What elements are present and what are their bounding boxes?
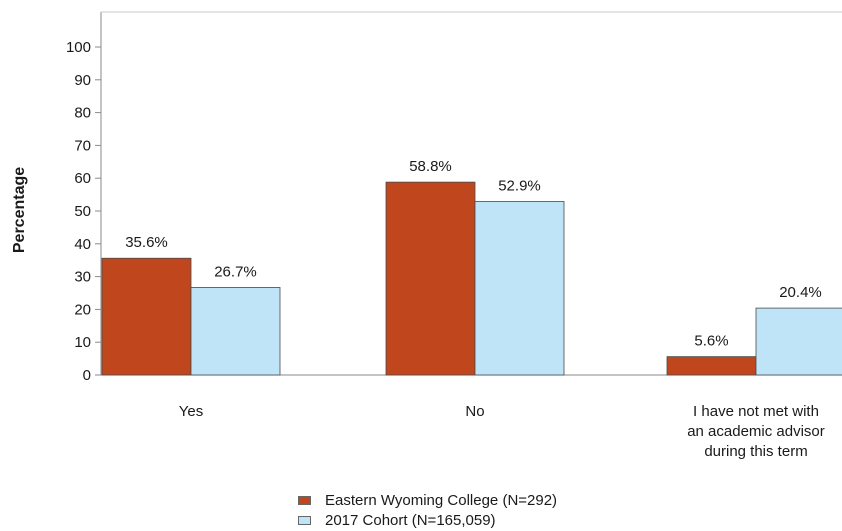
bar-series-2-2 — [474, 201, 565, 376]
bar-series-2-1 — [190, 287, 281, 376]
data-label-series-1-1: 35.6% — [125, 234, 168, 251]
category-label-3: an academic advisor — [687, 423, 825, 440]
category-label-3: during this term — [704, 443, 807, 460]
legend-swatch-series-2 — [298, 515, 311, 525]
y-tick-label: 40 — [74, 236, 91, 253]
y-tick-label: 50 — [74, 203, 91, 220]
data-label-series-2-3: 20.4% — [779, 284, 822, 301]
data-label-series-1-2: 58.8% — [409, 158, 452, 175]
data-label-series-1-3: 5.6% — [694, 333, 728, 350]
legend-item-series-2: 2017 Cohort (N=165,059) — [298, 510, 557, 530]
legend-item-series-1: Eastern Wyoming College (N=292) — [298, 490, 557, 510]
legend-label-series-2: 2017 Cohort (N=165,059) — [325, 511, 496, 529]
y-tick-label: 0 — [83, 367, 91, 384]
y-tick-label: 30 — [74, 269, 91, 286]
y-tick-label: 90 — [74, 72, 91, 89]
bar-series-1-2 — [385, 181, 476, 376]
category-label-2: No — [465, 403, 484, 420]
category-label-3: I have not met with — [693, 403, 819, 420]
y-tick-label: 60 — [74, 170, 91, 187]
y-tick-label: 20 — [74, 301, 91, 318]
y-axis-title: Percentage — [11, 167, 28, 253]
legend-swatch-series-1 — [298, 495, 311, 505]
y-tick-label: 70 — [74, 137, 91, 154]
bar-series-2-3 — [755, 307, 842, 376]
chart-bars — [101, 181, 842, 376]
bar-series-1-1 — [101, 257, 192, 376]
data-label-series-2-1: 26.7% — [214, 263, 257, 280]
y-tick-label: 100 — [66, 39, 91, 56]
legend: Eastern Wyoming College (N=292) 2017 Coh… — [298, 490, 557, 530]
category-label-1: Yes — [179, 403, 203, 420]
y-tick-label: 80 — [74, 105, 91, 122]
legend-label-series-1: Eastern Wyoming College (N=292) — [325, 491, 558, 509]
chart-labels: 35.6% 58.8% 5.6% 26.7% 52.9% 20.4% Yes No I have… — [125, 158, 825, 460]
y-tick-label: 10 — [74, 334, 91, 351]
data-label-series-2-2: 52.9% — [498, 177, 541, 194]
bar-series-1-3 — [666, 356, 757, 376]
